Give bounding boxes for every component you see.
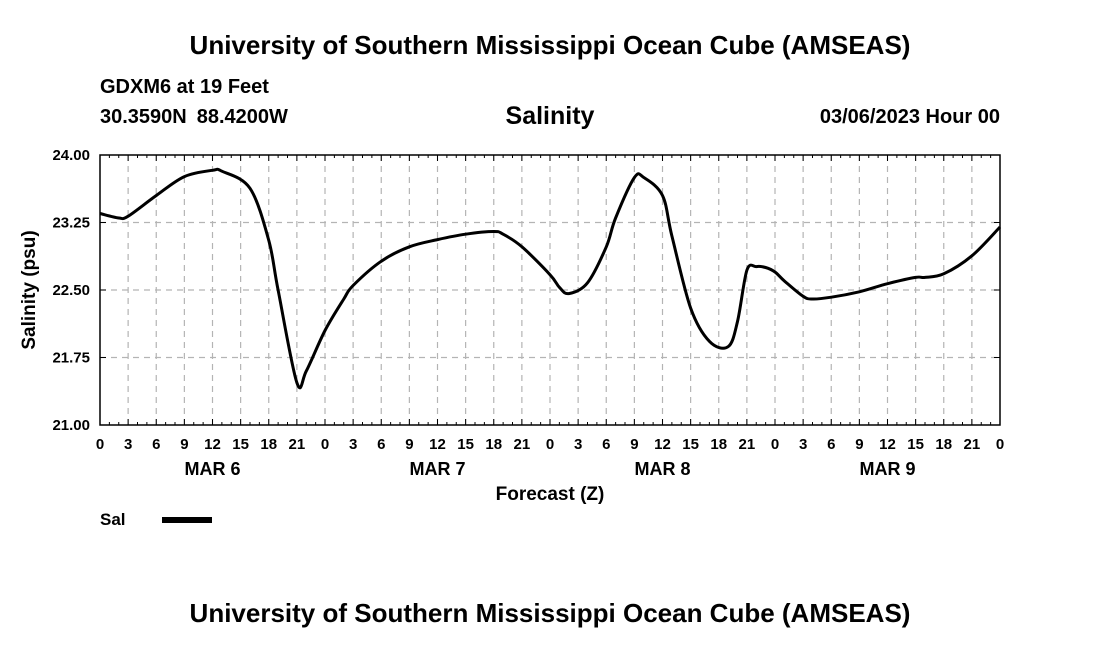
x-tick-label: 15 xyxy=(682,436,699,453)
day-label: MAR 7 xyxy=(409,459,465,479)
forecast-datetime: 03/06/2023 Hour 00 xyxy=(819,106,1000,128)
x-tick-label: 0 xyxy=(546,436,554,453)
station-label: GDXM6 at 19 Feet xyxy=(100,76,269,98)
x-tick-label: 15 xyxy=(907,436,924,453)
grid xyxy=(100,155,1000,425)
x-tick-label: 12 xyxy=(429,436,446,453)
legend-label: Sal xyxy=(100,510,126,529)
x-tick-label: 18 xyxy=(935,436,952,453)
x-tick-label: 21 xyxy=(964,436,981,453)
x-tick-label: 3 xyxy=(799,436,807,453)
chart-title: Salinity xyxy=(505,102,595,130)
plot-frame xyxy=(99,154,1001,426)
day-labels: MAR 6 MAR 7 MAR 8 MAR 9 xyxy=(184,459,915,479)
coordinates: 30.3590N 88.4200W xyxy=(100,106,288,129)
y-tick-labels: 21.00 21.75 22.50 23.25 24.00 xyxy=(52,147,90,434)
longitude: 88.4200W xyxy=(196,106,288,128)
x-tick-label: 21 xyxy=(739,436,756,453)
x-tick-label: 12 xyxy=(654,436,671,453)
x-tick-label: 18 xyxy=(485,436,502,453)
footer-title: University of Southern Mississippi Ocean… xyxy=(189,598,911,628)
salinity-series-line xyxy=(99,167,1002,390)
page-title: University of Southern Mississippi Ocean… xyxy=(189,30,911,60)
x-tick-label: 12 xyxy=(204,436,221,453)
x-tick-label: 3 xyxy=(124,436,132,453)
x-tick-label: 6 xyxy=(827,436,835,453)
x-tick-label: 18 xyxy=(260,436,277,453)
x-tick-label: 3 xyxy=(349,436,357,453)
x-tick-label: 9 xyxy=(855,436,863,453)
x-tick-label: 6 xyxy=(377,436,385,453)
legend-line-swatch xyxy=(162,517,212,523)
y-tick-label: 21.00 xyxy=(52,417,90,434)
day-label: MAR 9 xyxy=(859,459,915,479)
x-tick-label: 9 xyxy=(180,436,188,453)
x-tick-labels: 0 3 6 9 12 15 18 21 0 3 6 9 12 15 18 21 0 3 6 9 12 15 18 21 0 3 6 9… xyxy=(96,436,1004,453)
x-tick-label: 9 xyxy=(405,436,413,453)
x-tick-label: 18 xyxy=(710,436,727,453)
x-tick-label: 15 xyxy=(457,436,474,453)
day-label: MAR 8 xyxy=(634,459,690,479)
y-tick-label: 22.50 xyxy=(52,282,90,299)
x-tick-label: 6 xyxy=(152,436,160,453)
y-tick-label: 21.75 xyxy=(52,350,90,367)
y-tick-label: 24.00 xyxy=(52,147,90,164)
x-tick-label: 21 xyxy=(289,436,306,453)
x-tick-label: 0 xyxy=(96,436,104,453)
x-tick-label: 0 xyxy=(321,436,329,453)
x-axis-label: Forecast (Z) xyxy=(496,484,605,505)
y-axis-label: Salinity (psu) xyxy=(19,230,40,349)
x-tick-label: 15 xyxy=(232,436,249,453)
x-tick-label: 9 xyxy=(630,436,638,453)
x-tick-label: 12 xyxy=(879,436,896,453)
x-tick-label: 3 xyxy=(574,436,582,453)
x-tick-label: 0 xyxy=(996,436,1004,453)
x-tick-label: 0 xyxy=(771,436,779,453)
x-tick-label: 6 xyxy=(602,436,610,453)
latitude: 30.3590N xyxy=(100,106,187,128)
day-label: MAR 6 xyxy=(184,459,240,479)
y-tick-label: 23.25 xyxy=(52,215,90,232)
x-tick-label: 21 xyxy=(514,436,531,453)
